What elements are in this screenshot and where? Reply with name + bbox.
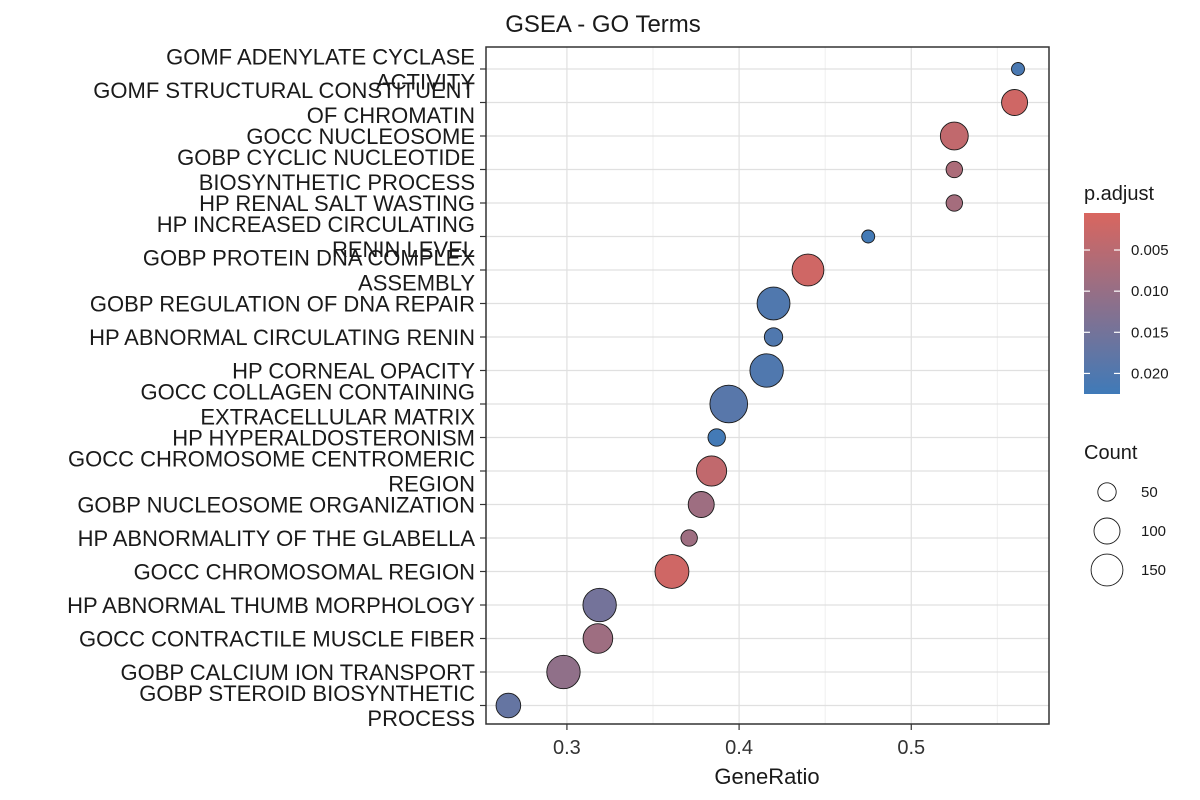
data-point [939, 121, 969, 151]
grid-minor [652, 47, 998, 724]
x-axis: 0.3 0.4 0.5 [553, 724, 925, 759]
category-label: RENIN LEVEL [332, 237, 475, 262]
category-label: GOBP NUCLEOSOME ORGANIZATION [77, 493, 475, 518]
category-label: GOBP CALCIUM ION TRANSPORT [120, 660, 475, 685]
data-point [582, 623, 614, 654]
data-point [791, 253, 825, 287]
data-point [582, 587, 617, 623]
color-legend-label: 0.010 [1131, 283, 1169, 300]
data-point [1011, 62, 1025, 76]
category-label: GOBP PROTEIN DNA COMPLEX [143, 246, 475, 271]
category-label: GOBP CYCLIC NUCLEOTIDE [177, 145, 475, 170]
category-label: GOMF ADENYLATE CYCLASE [166, 45, 475, 70]
data-point [945, 160, 963, 179]
data-point [654, 554, 690, 589]
category-label: GOCC CHROMOSOME CENTROMERIC [68, 447, 475, 472]
category-label: GOCC CHROMOSOMAL REGION [134, 560, 475, 585]
category-label: GOBP REGULATION OF DNA REPAIR [90, 292, 475, 317]
data-point [495, 692, 522, 719]
category-label: GOMF STRUCTURAL CONSTITUENT [93, 78, 475, 103]
data-point [1001, 89, 1029, 116]
size-legend-items: 50 100 150 [1090, 482, 1166, 587]
color-legend-label: 0.005 [1131, 242, 1169, 259]
category-label: HP INCREASED CIRCULATING [157, 212, 475, 237]
data-point [749, 353, 784, 388]
data-point [687, 491, 715, 518]
size-legend-circle [1090, 553, 1124, 587]
x-tick-label: 0.5 [897, 737, 925, 759]
data-point [763, 327, 784, 347]
data-point [861, 229, 876, 244]
data-point [707, 428, 726, 447]
data-point [709, 384, 749, 424]
category-label: GOCC COLLAGEN CONTAINING [140, 380, 475, 405]
category-label: EXTRACELLULAR MATRIX [200, 405, 475, 430]
x-axis-title: GeneRatio [714, 764, 819, 789]
plot-border [485, 46, 1050, 725]
x-tick-label: 0.3 [553, 737, 581, 759]
color-legend: p.adjust 0.005 0.010 0.015 0.020 [1084, 183, 1169, 394]
category-label: ASSEMBLY [358, 271, 475, 296]
size-legend-label: 100 [1141, 523, 1166, 540]
x-tick-label: 0.4 [725, 737, 753, 759]
category-label: GOBP STEROID BIOSYNTHETIC [139, 681, 475, 706]
category-label: HP HYPERALDOSTERONISM [172, 426, 475, 451]
chart-title: GSEA - GO Terms [505, 11, 701, 38]
size-legend-title: Count [1084, 442, 1138, 464]
data-point [945, 194, 963, 212]
category-label: PROCESS [367, 706, 475, 731]
color-legend-title: p.adjust [1084, 183, 1154, 205]
category-label: GOCC CONTRACTILE MUSCLE FIBER [79, 627, 475, 652]
category-label: OF CHROMATIN [307, 103, 475, 128]
size-legend-circle [1097, 482, 1117, 502]
color-legend-bar [1084, 213, 1120, 394]
size-legend-label: 150 [1141, 562, 1166, 579]
color-legend-label: 0.020 [1131, 365, 1169, 382]
data-point [756, 286, 791, 321]
data-point [546, 654, 581, 690]
data-point [680, 529, 698, 547]
color-legend-ticks: 0.005 0.010 0.015 0.020 [1084, 242, 1169, 382]
data-points [495, 62, 1029, 719]
size-legend-label: 50 [1141, 484, 1158, 501]
category-label: ACTIVITY [376, 70, 475, 95]
plot-area [485, 46, 1050, 725]
category-label: GOCC NUCLEOSOME [246, 124, 475, 149]
color-legend-label: 0.015 [1131, 324, 1169, 341]
category-label: HP CORNEAL OPACITY [232, 359, 475, 384]
category-label: HP RENAL SALT WASTING [199, 191, 475, 216]
data-point [695, 455, 728, 487]
category-label: HP ABNORMALITY OF THE GLABELLA [78, 526, 476, 551]
category-label: HP ABNORMAL CIRCULATING RENIN [89, 325, 475, 350]
size-legend-circle [1093, 517, 1121, 545]
category-label: REGION [388, 472, 475, 497]
category-label: BIOSYNTHETIC PROCESS [199, 170, 475, 195]
size-legend: Count 50 100 150 [1084, 442, 1166, 587]
category-label: HP ABNORMAL THUMB MORPHOLOGY [67, 593, 475, 618]
